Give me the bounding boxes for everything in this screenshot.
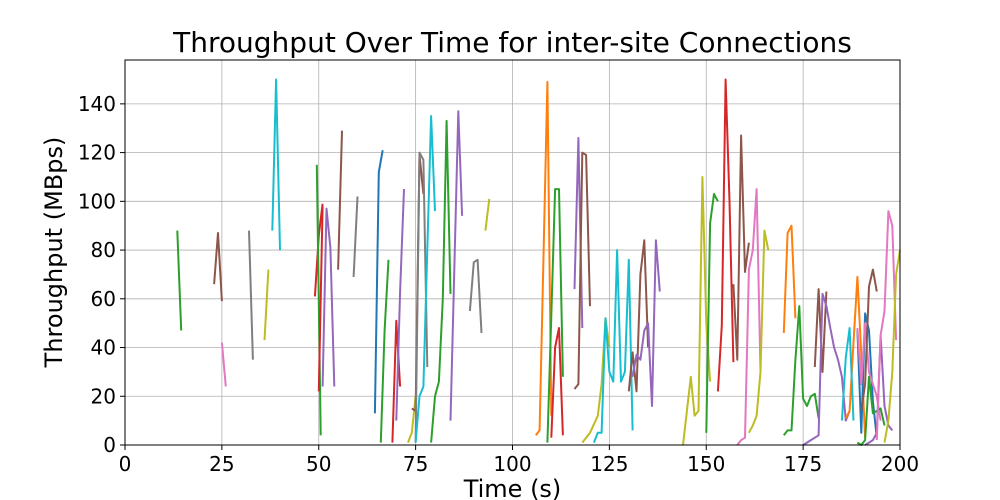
y-tick-label: 80: [91, 238, 116, 262]
series-line-23: [468, 258, 483, 333]
x-tick-label: 75: [403, 452, 428, 476]
y-tick-label: 100: [78, 189, 116, 213]
series-line-32: [627, 239, 650, 393]
series-line-6: [271, 78, 281, 251]
series-line-49: [860, 268, 878, 412]
series-line-52: [883, 249, 901, 443]
series-line-10: [321, 207, 336, 387]
series-line-4: [248, 230, 254, 360]
series-line-40: [782, 224, 797, 333]
x-tick-label: 0: [119, 452, 132, 476]
y-tick-label: 20: [91, 384, 116, 408]
series-line-22: [449, 110, 464, 421]
series-line-36: [716, 78, 735, 392]
series-line-34: [682, 176, 712, 446]
series-line-13: [373, 150, 384, 414]
series-line-19: [414, 151, 429, 443]
series-line-3: [220, 342, 227, 387]
axis-ticks: 0 25 50 75 100 125 150 175 200 0 20 40 60 80 100 120 140: [78, 92, 919, 476]
series-line-33: [631, 239, 661, 407]
series-line-35: [705, 193, 719, 433]
series-line-8: [315, 164, 322, 436]
series-line-17: [406, 396, 417, 443]
series-line-20: [414, 115, 436, 443]
series-line-38: [736, 188, 762, 446]
series-line-12: [352, 196, 359, 277]
grid: [124, 60, 901, 446]
series-line-9: [317, 206, 324, 392]
series-line-31: [592, 249, 634, 443]
x-axis-label: Time (s): [463, 475, 562, 500]
series-line-11: [337, 130, 343, 270]
series-line-2: [213, 232, 223, 302]
series-line-1: [176, 230, 183, 331]
x-tick-label: 25: [209, 452, 234, 476]
series-line-47: [856, 322, 882, 421]
series-line-25: [535, 80, 553, 436]
series-line-14: [379, 259, 390, 443]
series-line-29: [573, 151, 591, 390]
y-tick-label: 40: [91, 336, 116, 360]
series-lines: [176, 78, 901, 446]
x-tick-label: 100: [493, 452, 531, 476]
series-line-51: [875, 210, 898, 441]
series-line-45: [840, 327, 855, 421]
x-tick-label: 50: [306, 452, 331, 476]
series-line-26: [546, 188, 564, 443]
chart-title: Throughput Over Time for inter-site Conn…: [172, 26, 852, 59]
y-tick-label: 120: [78, 141, 116, 165]
y-tick-label: 140: [78, 92, 116, 116]
series-line-24: [484, 198, 491, 231]
series-line-41: [783, 305, 820, 436]
series-line-37: [732, 134, 750, 361]
y-tick-label: 0: [103, 433, 116, 457]
series-line-39: [748, 229, 770, 434]
series-line-48: [856, 375, 886, 446]
x-tick-label: 200: [881, 452, 919, 476]
series-line-43: [802, 292, 851, 446]
x-tick-label: 150: [687, 452, 725, 476]
series-line-16: [395, 189, 405, 421]
series-line-21: [430, 119, 452, 443]
x-tick-label: 125: [590, 452, 628, 476]
x-tick-label: 175: [784, 452, 822, 476]
series-line-27: [550, 327, 564, 438]
y-tick-label: 60: [91, 287, 116, 311]
series-line-5: [263, 269, 270, 341]
y-axis-label: Throughput (MBps): [40, 137, 68, 369]
